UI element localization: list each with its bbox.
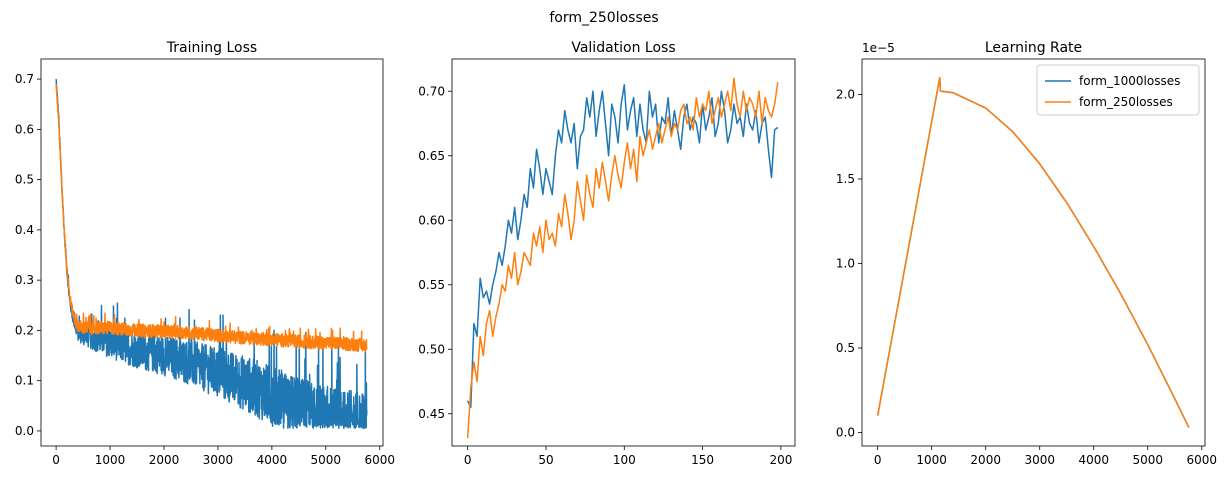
y-tick-label: 2.0 — [836, 87, 855, 101]
x-tick-label: 6000 — [364, 453, 395, 467]
series-line-2 — [55, 84, 368, 353]
y-tick-label: 0.45 — [418, 407, 445, 421]
x-tick-label: 2000 — [970, 453, 1001, 467]
series-line-1 — [466, 84, 779, 409]
y-tick-label: 0.4 — [15, 223, 34, 237]
axes-frame — [861, 58, 1206, 447]
y-tick-label: 0.0 — [836, 425, 855, 439]
x-tick-label: 4000 — [257, 453, 288, 467]
y-tick-label: 0.70 — [418, 84, 445, 98]
y-tick-label: 0.6 — [15, 122, 34, 136]
y-tick-label: 0.60 — [418, 213, 445, 227]
series-line-1 — [55, 79, 368, 430]
y-tick-label: 0.3 — [15, 273, 34, 287]
x-tick-label: 200 — [769, 453, 792, 467]
x-tick-label: 1000 — [95, 453, 126, 467]
y-tick-label: 0.50 — [418, 342, 445, 356]
y-tick-label: 0.65 — [418, 149, 445, 163]
x-tick-label: 4000 — [1078, 453, 1109, 467]
x-tick-label: 0 — [52, 453, 60, 467]
y-tick-label: 0.2 — [15, 323, 34, 337]
chart-title: Training Loss — [166, 40, 257, 56]
legend-label: form_1000losses — [1079, 74, 1180, 88]
x-tick-label: 150 — [691, 453, 714, 467]
y-tick-label: 0.0 — [15, 424, 34, 438]
axes-frame — [451, 58, 796, 447]
chart-title: Validation Loss — [571, 40, 675, 56]
x-tick-label: 50 — [538, 453, 553, 467]
series-line-2 — [466, 77, 779, 439]
legend: form_1000losses form_250losses — [1036, 64, 1200, 116]
chart-panel-2: Validation Loss 0 50 100 150 200 0.45 0.50 0.55 0… — [418, 40, 796, 467]
y-tick-label: 1.5 — [836, 172, 855, 186]
y-tick-label: 0.5 — [836, 341, 855, 355]
chart-title: Learning Rate — [985, 40, 1082, 56]
figure-suptitle: form_250losses — [549, 10, 658, 26]
y-tick-label: 1.0 — [836, 256, 855, 270]
x-tick-label: 100 — [613, 453, 636, 467]
x-tick-label: 3000 — [203, 453, 234, 467]
x-tick-label: 3000 — [1024, 453, 1055, 467]
x-tick-label: 5000 — [1132, 453, 1163, 467]
axes-frame — [40, 58, 384, 447]
y-tick-label: 0.7 — [15, 72, 34, 86]
y-tick-label: 0.1 — [15, 374, 34, 388]
series-line-2 — [876, 76, 1190, 428]
x-tick-label: 0 — [464, 453, 472, 467]
x-tick-label: 1000 — [916, 453, 947, 467]
axis-offset-label: 1e−5 — [862, 41, 895, 55]
x-tick-label: 0 — [874, 453, 882, 467]
x-tick-label: 2000 — [149, 453, 180, 467]
y-tick-label: 0.5 — [15, 173, 34, 187]
x-tick-label: 6000 — [1186, 453, 1217, 467]
chart-panel-1: Training Loss 0 1000 2000 3000 4000 5000 6000 0.… — [15, 40, 395, 467]
chart-panel-3: Learning Rate 0 1000 2000 3000 4000 5000 6000 0.… — [836, 40, 1217, 467]
legend-label: form_250losses — [1079, 95, 1173, 109]
y-tick-label: 0.55 — [418, 278, 445, 292]
x-tick-label: 5000 — [311, 453, 342, 467]
legend-box — [1036, 64, 1200, 116]
